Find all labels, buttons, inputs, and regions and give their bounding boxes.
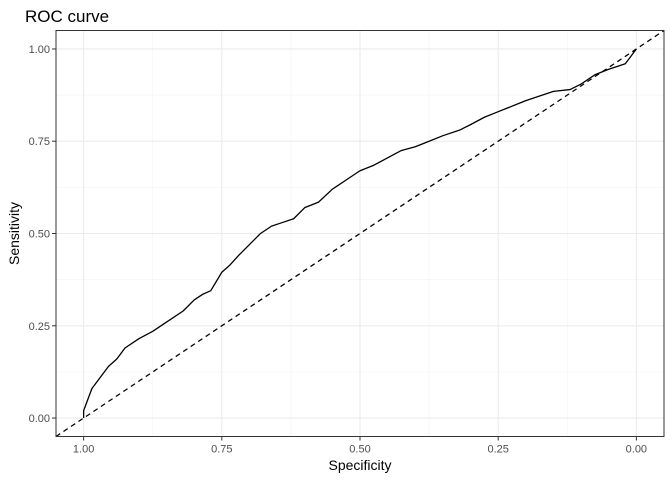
- x-tick-label: 1.00: [73, 444, 94, 456]
- series-layer: [55, 29, 665, 438]
- roc-curve-line: [82, 48, 637, 419]
- x-tick-label: 0.50: [349, 444, 370, 456]
- major-gridlines: [56, 30, 664, 437]
- x-axis-ticks: 1.00 0.75 0.50 0.25 0.00: [73, 436, 647, 456]
- y-axis-ticks: 0.00 0.25 0.50 0.75 1.00: [29, 44, 56, 425]
- x-axis-title: Specificity: [328, 457, 391, 473]
- reference-diagonal-line: [55, 29, 665, 438]
- x-tick-label: 0.00: [626, 444, 647, 456]
- x-tick-label: 0.75: [211, 444, 232, 456]
- y-tick-label: 0.75: [29, 136, 50, 148]
- y-tick-label: 1.00: [29, 44, 50, 56]
- y-axis-title: Sensitivity: [6, 202, 22, 265]
- y-tick-label: 0.00: [29, 413, 50, 425]
- chart-title: ROC curve: [25, 7, 109, 26]
- y-tick-label: 0.25: [29, 321, 50, 333]
- y-tick-label: 0.50: [29, 229, 50, 241]
- x-tick-label: 0.25: [487, 444, 508, 456]
